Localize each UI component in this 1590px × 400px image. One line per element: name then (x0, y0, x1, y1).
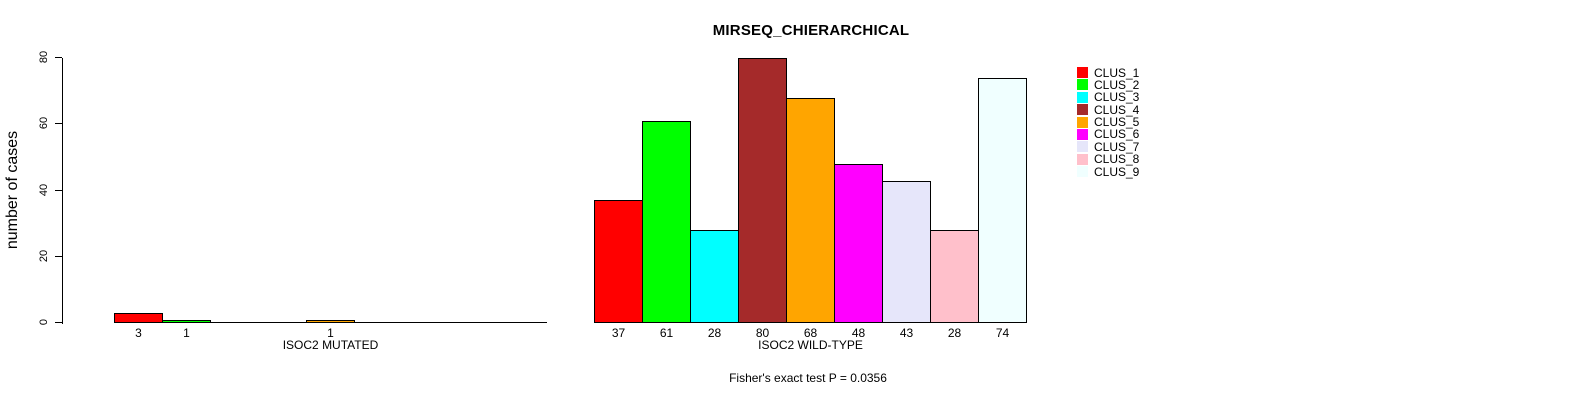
legend-swatch (1077, 67, 1088, 79)
legend-label: CLUS_6 (1094, 127, 1140, 142)
y-axis-line (62, 58, 63, 324)
legend-label: CLUS_7 (1094, 139, 1140, 154)
bar-clus_3 (690, 230, 739, 323)
fisher-test-annotation: Fisher's exact test P = 0.0356 (729, 371, 887, 385)
y-tick-label-text: 60 (38, 116, 50, 130)
legend-swatch (1077, 141, 1088, 153)
legend-swatch (1077, 116, 1088, 128)
y-axis-title-text: number of cases (4, 130, 21, 250)
group-label: ISOC2 MUTATED (282, 338, 379, 352)
bar-clus_4 (738, 58, 787, 323)
bar-clus_9 (978, 78, 1027, 323)
bar-clus_2 (642, 121, 691, 323)
legend-item: CLUS_5 (1077, 116, 1139, 128)
bar-clus_2 (162, 320, 211, 323)
bar-clus_6 (834, 164, 883, 323)
bar-value-label: 68 (803, 326, 818, 340)
legend-swatch (1077, 166, 1088, 178)
group-label: ISOC2 WILD-TYPE (758, 338, 863, 352)
legend-label: CLUS_5 (1094, 115, 1140, 130)
bar-value-label: 80 (755, 326, 770, 340)
y-tick (55, 190, 62, 191)
legend-swatch (1077, 91, 1088, 103)
bar-value-label: 74 (995, 326, 1010, 340)
legend-label: CLUS_8 (1094, 152, 1140, 167)
bar-clus_7 (882, 181, 931, 323)
chart-title: MIRSEQ_CHIERARCHICAL (712, 22, 910, 39)
legend-item: CLUS_4 (1077, 104, 1139, 116)
bar-value-label: 43 (899, 326, 914, 340)
legend-swatch (1077, 104, 1088, 116)
y-tick-label-text: 20 (38, 249, 50, 263)
legend-label: CLUS_9 (1094, 164, 1140, 179)
bar-clus_5 (786, 98, 835, 323)
legend-item: CLUS_6 (1077, 128, 1139, 140)
bar-value-label: 37 (611, 326, 626, 340)
legend-item: CLUS_1 (1077, 65, 1140, 80)
bar-value-label: 28 (947, 326, 962, 340)
legend-item: CLUS_2 (1077, 79, 1139, 91)
legend-label: CLUS_3 (1094, 90, 1140, 105)
legend-swatch (1077, 79, 1088, 91)
bar-clus_5 (306, 320, 355, 323)
y-tick (55, 123, 62, 124)
bar-value-label: 48 (851, 326, 866, 340)
y-tick (55, 57, 62, 58)
legend-swatch (1077, 153, 1088, 165)
y-tick (55, 322, 62, 323)
bar-value-label: 3 (135, 326, 142, 340)
bar-value-label: 1 (183, 326, 190, 340)
legend-label: CLUS_2 (1094, 77, 1140, 92)
legend-label: CLUS_4 (1094, 102, 1140, 117)
bar-clus_8 (930, 230, 979, 323)
legend-swatch (1077, 128, 1088, 140)
y-tick-label-text: 40 (38, 183, 50, 197)
y-tick-label-text: 0 (38, 318, 50, 326)
legend-item: CLUS_9 (1077, 164, 1140, 179)
bar-value-label: 1 (327, 326, 334, 340)
legend-item: CLUS_3 (1077, 91, 1139, 103)
bar-value-label: 28 (707, 326, 722, 340)
bar-clus_1 (114, 313, 163, 323)
y-tick (55, 256, 62, 257)
legend-item: CLUS_7 (1077, 141, 1139, 153)
legend-label: CLUS_1 (1094, 65, 1140, 80)
y-tick-label-text: 80 (38, 50, 50, 64)
bar-clus_1 (594, 200, 643, 323)
bar-value-label: 61 (659, 326, 674, 340)
legend-item: CLUS_8 (1077, 153, 1139, 165)
